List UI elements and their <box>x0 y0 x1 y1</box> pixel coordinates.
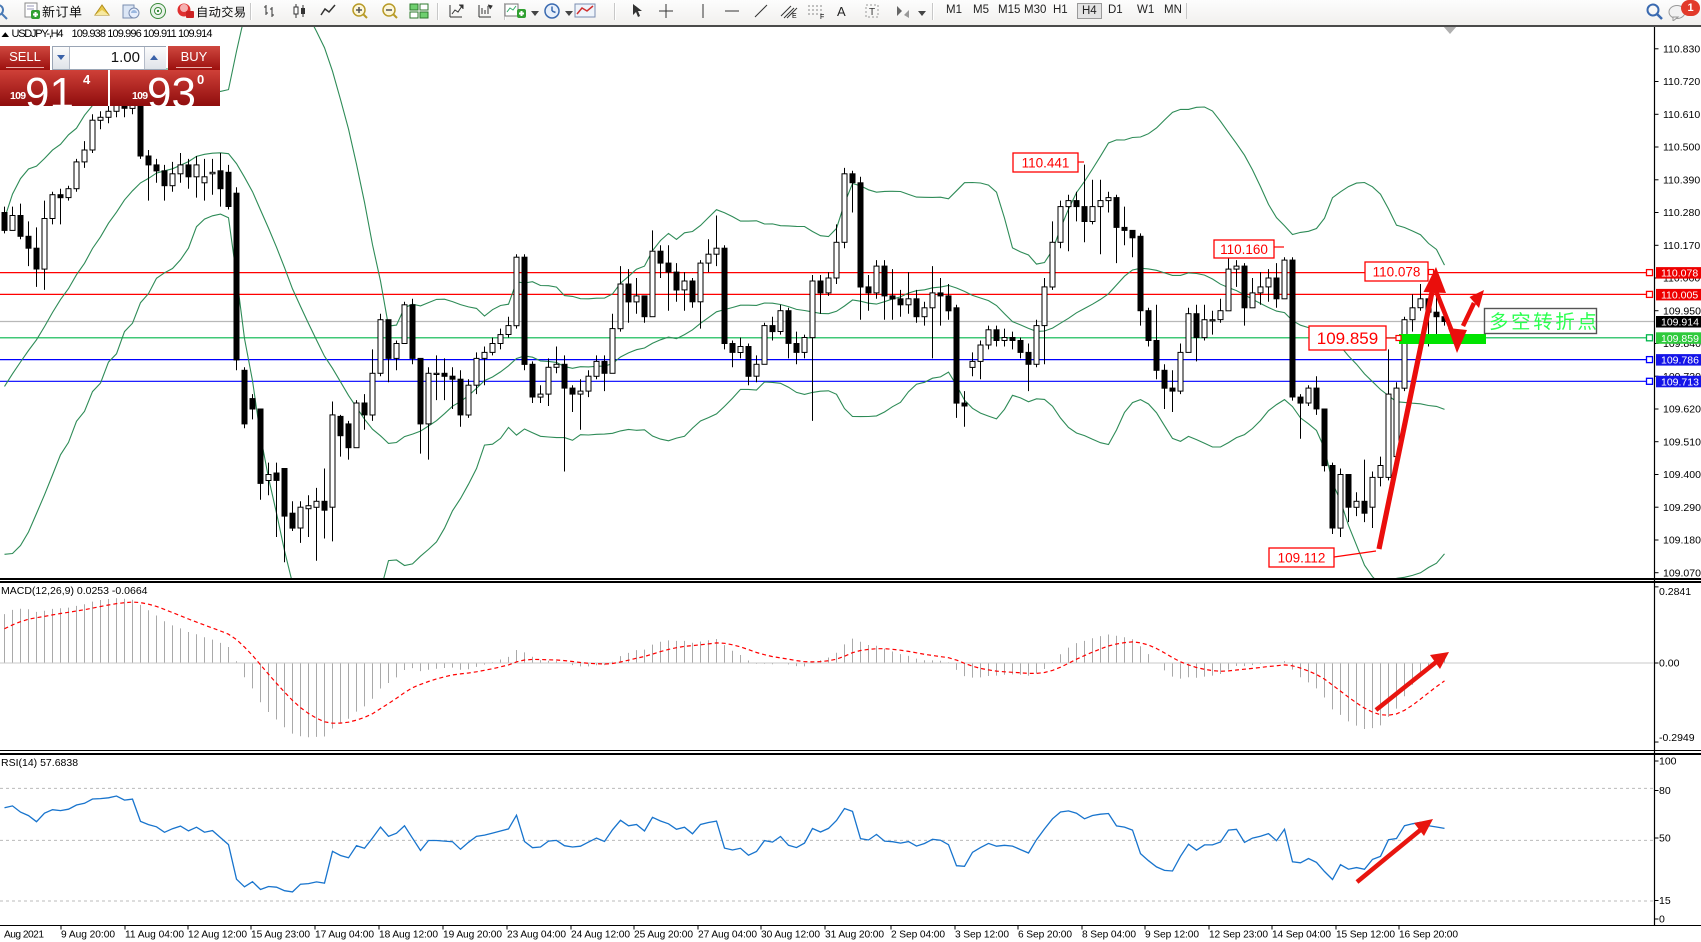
svg-text:11 Aug 04:00: 11 Aug 04:00 <box>125 930 184 941</box>
svg-text:110.078: 110.078 <box>1373 264 1421 279</box>
svg-text:109.713: 109.713 <box>1661 376 1699 388</box>
svg-text:0: 0 <box>1659 914 1665 926</box>
svg-text:9 Aug 20:00: 9 Aug 20:00 <box>61 930 115 941</box>
svg-text:50: 50 <box>1659 833 1671 845</box>
svg-text:9 Sep 12:00: 9 Sep 12:00 <box>1145 930 1199 941</box>
svg-text:2 Sep 04:00: 2 Sep 04:00 <box>891 930 945 941</box>
svg-text:110.005: 110.005 <box>1661 289 1698 301</box>
svg-text:30 Aug 12:00: 30 Aug 12:00 <box>761 930 820 941</box>
svg-text:0.00: 0.00 <box>1659 658 1680 670</box>
svg-text:110.170: 110.170 <box>1663 240 1700 252</box>
svg-text:110.610: 110.610 <box>1663 109 1700 121</box>
svg-text:-0.2949: -0.2949 <box>1659 732 1695 744</box>
svg-text:T: T <box>869 7 875 18</box>
svg-text:109.859: 109.859 <box>1317 329 1378 348</box>
svg-text:24 Aug 12:00: 24 Aug 12:00 <box>571 930 630 941</box>
svg-text:23 Aug 04:00: 23 Aug 04:00 <box>507 930 566 941</box>
svg-text:110.160: 110.160 <box>1220 242 1268 257</box>
svg-text:16 Sep 20:00: 16 Sep 20:00 <box>1399 930 1458 941</box>
svg-text:109.786: 109.786 <box>1661 355 1699 367</box>
svg-text:109.112: 109.112 <box>1278 550 1326 565</box>
svg-text:110.441: 110.441 <box>1022 155 1070 170</box>
svg-text:27 Aug 04:00: 27 Aug 04:00 <box>698 930 757 941</box>
svg-text:110.830: 110.830 <box>1663 43 1700 55</box>
svg-text:12 Sep 23:00: 12 Sep 23:00 <box>1209 930 1268 941</box>
svg-text:109.070: 109.070 <box>1663 567 1701 579</box>
svg-text:110.500: 110.500 <box>1663 142 1700 154</box>
svg-text:19 Aug 20:00: 19 Aug 20:00 <box>443 930 502 941</box>
svg-text:6 Sep 20:00: 6 Sep 20:00 <box>1018 930 1072 941</box>
svg-text:100: 100 <box>1659 756 1677 768</box>
svg-text:Aug 2021: Aug 2021 <box>4 930 44 941</box>
svg-text:109.859: 109.859 <box>1661 333 1699 345</box>
svg-text:17 Aug 04:00: 17 Aug 04:00 <box>315 930 374 941</box>
svg-text:80: 80 <box>1659 785 1671 797</box>
svg-text:15: 15 <box>1659 895 1671 907</box>
svg-text:18 Aug 12:00: 18 Aug 12:00 <box>379 930 438 941</box>
svg-text:109.510: 109.510 <box>1663 436 1701 448</box>
svg-text:E: E <box>792 13 797 20</box>
svg-text:14 Sep 04:00: 14 Sep 04:00 <box>1272 930 1331 941</box>
svg-text:109.950: 109.950 <box>1663 305 1701 317</box>
svg-text:109.180: 109.180 <box>1663 535 1701 547</box>
svg-text:15 Aug 23:00: 15 Aug 23:00 <box>251 930 310 941</box>
svg-text:MACD(12,26,9) 0.0253 -0.0664: MACD(12,26,9) 0.0253 -0.0664 <box>1 585 148 597</box>
svg-text:109.290: 109.290 <box>1663 502 1701 514</box>
svg-text:110.390: 110.390 <box>1663 174 1700 186</box>
svg-text:31 Aug 20:00: 31 Aug 20:00 <box>825 930 884 941</box>
svg-text:25 Aug 20:00: 25 Aug 20:00 <box>634 930 693 941</box>
svg-text:109.938 109.996 109.911 109.91: 109.938 109.996 109.911 109.914 <box>72 28 213 40</box>
svg-text:8 Sep 04:00: 8 Sep 04:00 <box>1082 930 1136 941</box>
svg-text:3 Sep 12:00: 3 Sep 12:00 <box>955 930 1009 941</box>
svg-text:RSI(14) 57.6838: RSI(14) 57.6838 <box>1 757 78 769</box>
svg-text:15 Sep 12:00: 15 Sep 12:00 <box>1336 930 1395 941</box>
svg-text:USDJPY-,H4: USDJPY-,H4 <box>12 28 64 40</box>
svg-text:110.078: 110.078 <box>1661 268 1698 280</box>
svg-text:110.280: 110.280 <box>1663 207 1700 219</box>
svg-text:0.2841: 0.2841 <box>1659 586 1691 598</box>
svg-text:109.914: 109.914 <box>1661 317 1699 329</box>
svg-text:109.620: 109.620 <box>1663 404 1701 416</box>
svg-text:F: F <box>820 14 824 20</box>
svg-text:12 Aug 12:00: 12 Aug 12:00 <box>188 930 247 941</box>
svg-text:109.400: 109.400 <box>1663 469 1701 481</box>
svg-text:110.720: 110.720 <box>1663 76 1700 88</box>
